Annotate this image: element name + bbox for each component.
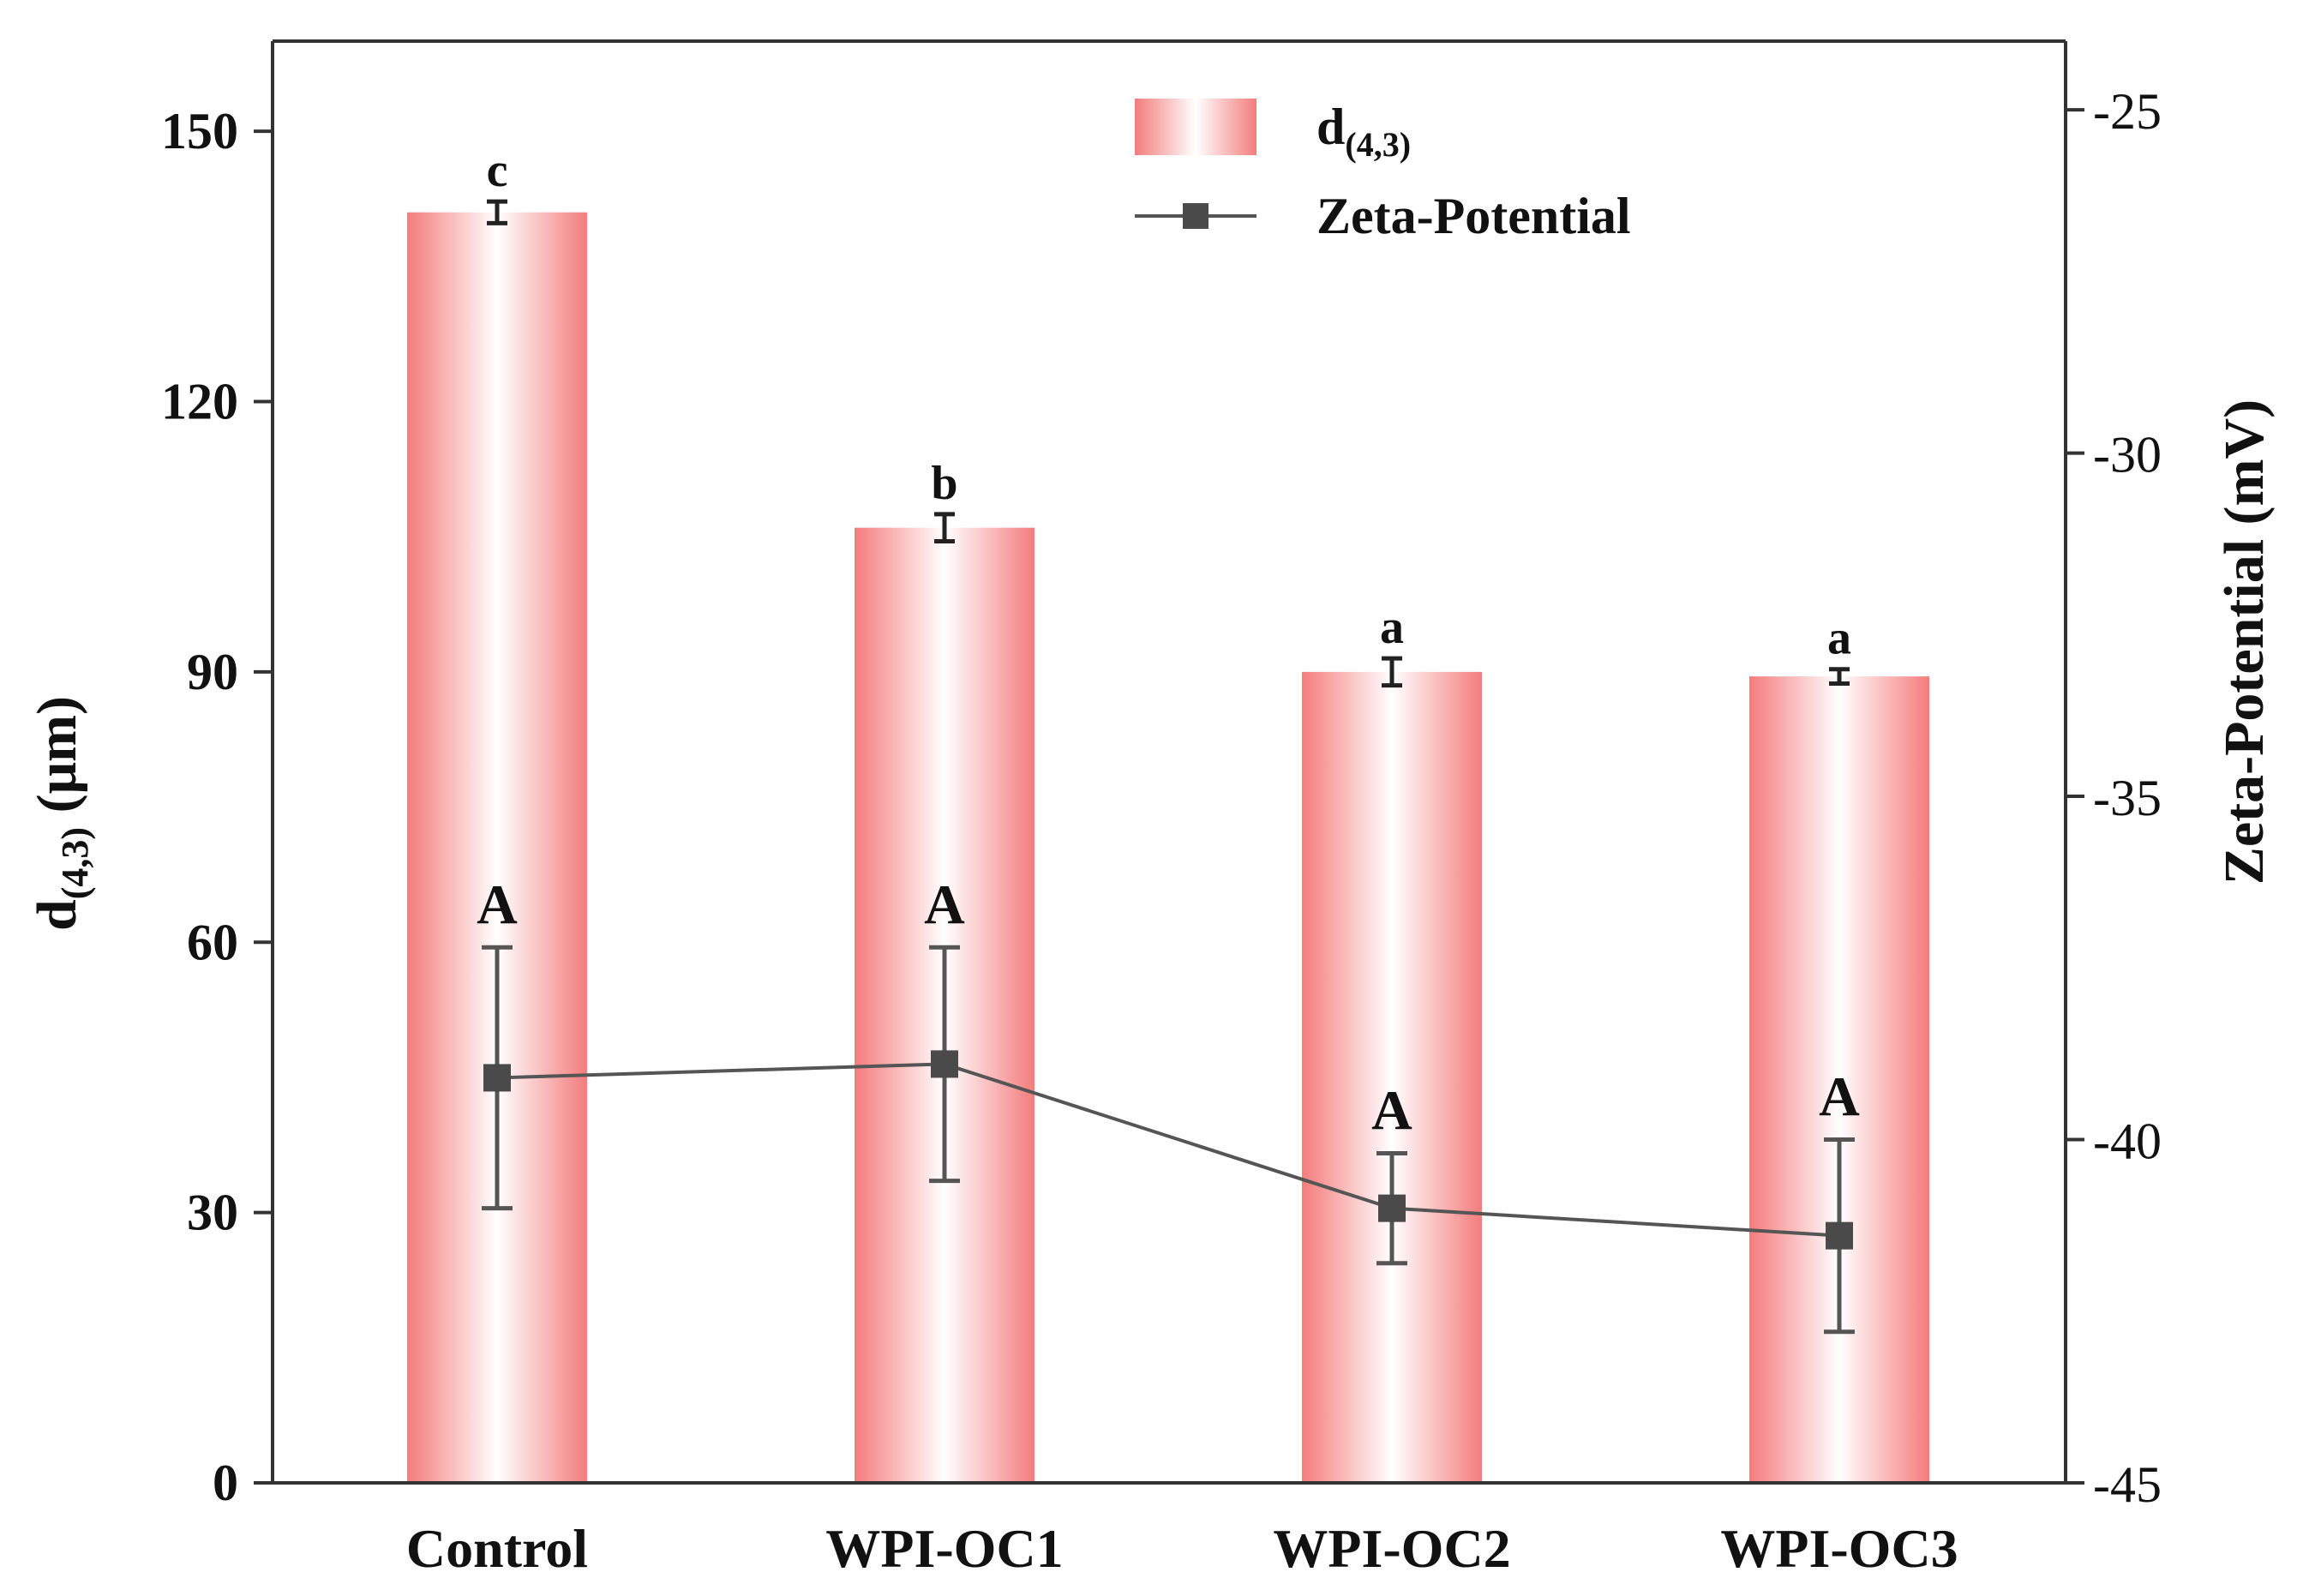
y-tick-label: 0 bbox=[213, 1455, 238, 1511]
zeta-point-wpi-oc2 bbox=[1378, 1194, 1406, 1222]
bar-error-bar bbox=[1382, 656, 1402, 688]
y-tick-label: 60 bbox=[187, 914, 238, 970]
y2-tick-label: -45 bbox=[2093, 1456, 2162, 1513]
bar-significance-letter: c bbox=[487, 144, 508, 197]
y-axis-label: d(4,3) (μm) bbox=[26, 696, 96, 931]
zeta-significance-letter: A bbox=[477, 873, 518, 936]
legend-bar-label: d(4,3) bbox=[1316, 99, 1411, 164]
zeta-point-wpi-oc3 bbox=[1826, 1221, 1853, 1250]
x-tick-label: Control bbox=[406, 1518, 588, 1579]
y-tick-label: 120 bbox=[161, 374, 238, 430]
x-tick-label: WPI-OC2 bbox=[1273, 1518, 1510, 1579]
bar-error-bar bbox=[1829, 667, 1850, 687]
bar-wpi-oc2 bbox=[1302, 671, 1482, 1483]
legend: d(4,3) Zeta-Potential bbox=[1135, 99, 1631, 244]
axes-layer: 0 30 60 90 120 150 -45 -40 -35 -30 -25 Control WPI-O… bbox=[26, 39, 2276, 1579]
bar-significance-letter: b bbox=[931, 457, 957, 510]
y2-tick-label: -35 bbox=[2093, 770, 2162, 826]
y-tick-label: 30 bbox=[187, 1185, 238, 1241]
bars-layer: c b a a bbox=[407, 144, 1929, 1483]
y2-axis-label: Zeta-Potential (mV) bbox=[2213, 399, 2276, 885]
bar-control bbox=[407, 212, 587, 1483]
zeta-significance-letter: A bbox=[1819, 1066, 1860, 1129]
bar-error-bar bbox=[487, 199, 507, 225]
legend-square-marker bbox=[1183, 203, 1208, 229]
bar-significance-letter: a bbox=[1380, 601, 1404, 654]
zeta-line-layer: A A A A bbox=[477, 873, 1860, 1335]
legend-line-label: Zeta-Potential bbox=[1316, 188, 1631, 244]
zeta-point-control bbox=[483, 1064, 511, 1092]
bar-significance-letter: a bbox=[1827, 612, 1851, 665]
y2-tick-label: -25 bbox=[2093, 83, 2162, 140]
y-tick-label: 150 bbox=[161, 103, 238, 159]
zeta-line bbox=[496, 1062, 1840, 1238]
x-tick-label: WPI-OC3 bbox=[1720, 1518, 1958, 1579]
y2-tick-label: -30 bbox=[2093, 427, 2162, 483]
y-tick-label: 90 bbox=[187, 644, 238, 700]
zeta-significance-letter: A bbox=[924, 873, 965, 936]
x-tick-label: WPI-OC1 bbox=[825, 1518, 1063, 1579]
legend-bar-swatch bbox=[1135, 99, 1256, 155]
bar-wpi-oc3 bbox=[1749, 676, 1929, 1483]
bar-error-bar bbox=[934, 512, 955, 543]
zeta-point-wpi-oc1 bbox=[931, 1050, 958, 1078]
y2-tick-label: -40 bbox=[2093, 1113, 2162, 1170]
zeta-significance-letter: A bbox=[1371, 1080, 1412, 1143]
